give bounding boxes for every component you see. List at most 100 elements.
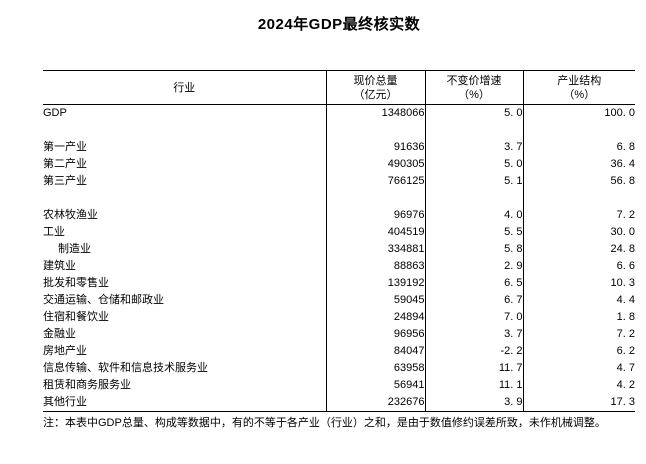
current-price-cell: 1348066 bbox=[325, 104, 425, 122]
structure-cell: 4. 2 bbox=[522, 377, 635, 394]
current-price-cell: 56941 bbox=[325, 377, 425, 394]
header-industry-label: 行业 bbox=[173, 81, 196, 94]
structure-cell: 36. 4 bbox=[522, 156, 635, 173]
structure-cell: 4. 4 bbox=[522, 292, 635, 309]
structure-cell: 24. 8 bbox=[522, 241, 635, 258]
growth-cell: 6. 5 bbox=[424, 275, 523, 292]
industry-cell: 房地产业 bbox=[43, 345, 87, 357]
growth-cell: -2. 2 bbox=[424, 343, 523, 360]
table-row: 第一产业 91636 3. 7 6. 8 bbox=[43, 139, 635, 156]
table-row: 第二产业 490305 5. 0 36. 4 bbox=[43, 156, 635, 173]
current-price-cell: 59045 bbox=[325, 292, 425, 309]
structure-cell bbox=[522, 190, 635, 207]
industry-cell: 批发和零售业 bbox=[43, 277, 109, 289]
structure-cell: 30. 0 bbox=[522, 224, 635, 241]
current-price-cell: 96956 bbox=[325, 326, 425, 343]
header-growth-line2: （%） bbox=[458, 88, 490, 101]
table-row: 交通运输、仓储和邮政业 59045 6. 7 4. 4 bbox=[43, 292, 635, 309]
industry-cell bbox=[43, 122, 326, 139]
structure-cell: 4. 7 bbox=[522, 360, 635, 377]
table-row: 信息传输、软件和信息技术服务业 63958 11. 7 4. 7 bbox=[43, 360, 635, 377]
table-row bbox=[43, 190, 635, 207]
current-price-cell: 88863 bbox=[325, 258, 425, 275]
current-price-cell: 24894 bbox=[325, 309, 425, 326]
table-row: 金融业 96956 3. 7 7. 2 bbox=[43, 326, 635, 343]
industry-cell: GDP bbox=[43, 107, 67, 119]
table-note: 注：本表中GDP总量、构成等数据中，有的不等于各产业（行业）之和，是由于数值修约… bbox=[43, 417, 606, 429]
growth-cell: 5. 1 bbox=[424, 173, 523, 190]
growth-cell: 3. 7 bbox=[424, 326, 523, 343]
table-row: 工业 404519 5. 5 30. 0 bbox=[43, 224, 635, 241]
table-row: GDP 1348066 5. 0 100. 0 bbox=[43, 104, 635, 122]
growth-cell: 11. 1 bbox=[424, 377, 523, 394]
structure-cell: 6. 2 bbox=[522, 343, 635, 360]
growth-cell: 6. 7 bbox=[424, 292, 523, 309]
current-price-cell: 490305 bbox=[325, 156, 425, 173]
table-row: 农林牧渔业 96976 4. 0 7. 2 bbox=[43, 207, 635, 224]
growth-cell: 2. 9 bbox=[424, 258, 523, 275]
industry-cell: 工业 bbox=[43, 226, 65, 238]
structure-cell: 6. 8 bbox=[522, 139, 635, 156]
table-row: 住宿和餐饮业 24894 7. 0 1. 8 bbox=[43, 309, 635, 326]
industry-cell: 租赁和商务服务业 bbox=[43, 379, 131, 391]
table-row: 其他行业 232676 3. 9 17. 3 bbox=[43, 394, 635, 412]
current-price-cell: 404519 bbox=[325, 224, 425, 241]
table-row bbox=[43, 122, 635, 139]
table-row: 批发和零售业 139192 6. 5 10. 3 bbox=[43, 275, 635, 292]
current-price-cell bbox=[325, 190, 425, 207]
table-body: GDP 1348066 5. 0 100. 0 第一产业 91636 3. 7 6. 8 第二产… bbox=[43, 104, 635, 412]
current-price-cell bbox=[325, 122, 425, 139]
current-price-cell: 91636 bbox=[325, 139, 425, 156]
header-current-price-total: 现价总量 （亿元） bbox=[325, 70, 425, 105]
growth-cell bbox=[424, 190, 523, 207]
growth-cell: 5. 5 bbox=[424, 224, 523, 241]
table-header: 行业 现价总量 （亿元） 不变价增速 （%） 产业结构 （%） bbox=[43, 70, 635, 105]
table-row: 制造业 334881 5. 8 24. 8 bbox=[43, 241, 635, 258]
structure-cell: 100. 0 bbox=[522, 104, 635, 122]
industry-cell: 第三产业 bbox=[43, 175, 87, 187]
current-price-cell: 766125 bbox=[325, 173, 425, 190]
header-row: 行业 现价总量 （亿元） 不变价增速 （%） 产业结构 （%） bbox=[43, 70, 635, 105]
structure-cell: 7. 2 bbox=[522, 207, 635, 224]
current-price-cell: 84047 bbox=[325, 343, 425, 360]
structure-cell: 56. 8 bbox=[522, 173, 635, 190]
industry-cell: 住宿和餐饮业 bbox=[43, 311, 109, 323]
growth-cell bbox=[424, 122, 523, 139]
header-current-total-line1: 现价总量 bbox=[353, 74, 398, 87]
structure-cell bbox=[522, 122, 635, 139]
industry-cell: 其他行业 bbox=[43, 396, 87, 408]
table-row: 租赁和商务服务业 56941 11. 1 4. 2 bbox=[43, 377, 635, 394]
header-industrial-structure: 产业结构 （%） bbox=[522, 70, 635, 105]
current-price-cell: 139192 bbox=[325, 275, 425, 292]
header-industry: 行业 bbox=[43, 70, 326, 105]
industry-cell: 农林牧渔业 bbox=[43, 209, 98, 221]
structure-cell: 10. 3 bbox=[522, 275, 635, 292]
industry-cell: 建筑业 bbox=[43, 260, 76, 272]
growth-cell: 11. 7 bbox=[424, 360, 523, 377]
industry-cell: 制造业 bbox=[58, 243, 91, 255]
current-price-cell: 334881 bbox=[325, 241, 425, 258]
growth-cell: 7. 0 bbox=[424, 309, 523, 326]
table-row: 第三产业 766125 5. 1 56. 8 bbox=[43, 173, 635, 190]
industry-cell: 第一产业 bbox=[43, 141, 87, 153]
gdp-table: 行业 现价总量 （亿元） 不变价增速 （%） 产业结构 （%） GDP 13480… bbox=[43, 70, 635, 412]
page-title: 2024年GDP最终核实数 bbox=[257, 16, 421, 33]
growth-cell: 5. 0 bbox=[424, 156, 523, 173]
growth-cell: 3. 9 bbox=[424, 394, 523, 412]
table-row: 建筑业 88863 2. 9 6. 6 bbox=[43, 258, 635, 275]
table-row: 房地产业 84047 -2. 2 6. 2 bbox=[43, 343, 635, 360]
structure-cell: 1. 8 bbox=[522, 309, 635, 326]
structure-cell: 7. 2 bbox=[522, 326, 635, 343]
growth-cell: 3. 7 bbox=[424, 139, 523, 156]
growth-cell: 4. 0 bbox=[424, 207, 523, 224]
industry-cell: 信息传输、软件和信息技术服务业 bbox=[43, 362, 208, 374]
growth-cell: 5. 8 bbox=[424, 241, 523, 258]
structure-cell: 6. 6 bbox=[522, 258, 635, 275]
current-price-cell: 232676 bbox=[325, 394, 425, 412]
header-structure-line1: 产业结构 bbox=[557, 74, 602, 87]
current-price-cell: 63958 bbox=[325, 360, 425, 377]
header-current-total-line2: （亿元） bbox=[353, 88, 398, 101]
industry-cell bbox=[43, 190, 326, 207]
industry-cell: 交通运输、仓储和邮政业 bbox=[43, 294, 164, 306]
header-growth-line1: 不变价增速 bbox=[446, 74, 502, 87]
